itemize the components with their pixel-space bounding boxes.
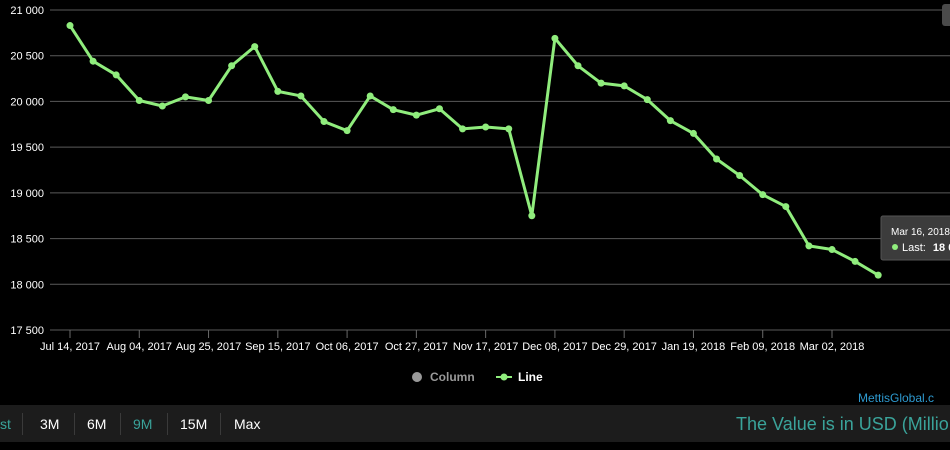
tooltip: Mar 16, 2018 Last: 18 0 xyxy=(880,215,950,261)
data-point[interactable] xyxy=(574,62,582,70)
data-point[interactable] xyxy=(782,203,790,211)
x-tick-label: Feb 09, 2018 xyxy=(730,341,795,353)
y-tick-label: 18 000 xyxy=(10,279,44,291)
y-tick-label: 18 500 xyxy=(10,234,44,246)
data-point[interactable] xyxy=(736,171,744,179)
data-point[interactable] xyxy=(66,22,74,30)
data-point[interactable] xyxy=(828,246,836,254)
x-tick-label: Dec 08, 2017 xyxy=(522,341,587,353)
legend-line-dot xyxy=(500,373,508,381)
range-button-max[interactable]: Max xyxy=(234,416,261,432)
tooltip-label: Last: xyxy=(902,242,926,254)
data-point[interactable] xyxy=(205,97,213,105)
legend-item-column[interactable]: Column xyxy=(412,370,475,384)
chart-menu-button[interactable] xyxy=(942,4,950,26)
data-point[interactable] xyxy=(297,92,305,100)
chart-credit[interactable]: MettisGlobal.c xyxy=(858,391,934,405)
data-point[interactable] xyxy=(805,242,813,250)
range-button-9m[interactable]: 9M xyxy=(133,416,153,432)
legend-line-label: Line xyxy=(518,370,543,384)
legend: Column Line xyxy=(412,370,543,384)
range-divider xyxy=(220,413,221,435)
data-point[interactable] xyxy=(366,92,374,100)
range-selector: st 3M 6M 9M 15M Max The Value is in USD … xyxy=(0,405,950,442)
x-tick-label: Nov 17, 2017 xyxy=(453,341,518,353)
data-point[interactable] xyxy=(251,43,259,51)
x-tick-label: Sep 15, 2017 xyxy=(245,341,310,353)
y-tick-label: 19 500 xyxy=(10,142,44,154)
data-point[interactable] xyxy=(620,82,628,90)
data-point[interactable] xyxy=(158,102,166,110)
data-point[interactable] xyxy=(505,125,513,133)
series-path xyxy=(68,24,879,277)
y-tick-label: 19 000 xyxy=(10,188,44,200)
tooltip-date: Mar 16, 2018 xyxy=(891,227,950,238)
range-divider xyxy=(22,413,23,435)
data-point[interactable] xyxy=(228,62,236,70)
x-tick-label: Mar 02, 2018 xyxy=(800,341,865,353)
x-tick-label: Jul 14, 2017 xyxy=(40,341,100,353)
x-tick-label: Dec 29, 2017 xyxy=(591,341,656,353)
range-button-15m[interactable]: 15M xyxy=(180,416,208,432)
data-point[interactable] xyxy=(274,87,282,95)
tooltip-value-line: Last: 18 0 xyxy=(902,242,950,254)
data-point[interactable] xyxy=(597,79,605,87)
range-divider xyxy=(74,413,75,435)
data-point[interactable] xyxy=(551,34,559,42)
x-tick-label: Aug 04, 2017 xyxy=(107,341,172,353)
data-point[interactable] xyxy=(343,127,351,135)
x-tick-label: Aug 25, 2017 xyxy=(176,341,241,353)
data-point[interactable] xyxy=(389,106,397,114)
y-tick-label: 21 000 xyxy=(10,5,44,17)
x-axis: Jul 14, 2017 Aug 04, 2017 Aug 25, 2017 Sep … xyxy=(40,330,864,353)
x-tick-label: Oct 27, 2017 xyxy=(385,341,448,353)
data-point[interactable] xyxy=(689,129,697,137)
x-tick-label: Oct 06, 2017 xyxy=(316,341,379,353)
data-point[interactable] xyxy=(89,57,97,65)
y-tick-label: 20 000 xyxy=(10,96,44,108)
range-divider xyxy=(120,413,121,435)
data-point[interactable] xyxy=(412,111,420,119)
range-button-6m[interactable]: 6M xyxy=(87,416,107,432)
x-tick-label: Jan 19, 2018 xyxy=(662,341,726,353)
tooltip-value: 18 0 xyxy=(933,242,950,254)
gridlines xyxy=(50,9,950,331)
data-point[interactable] xyxy=(643,96,651,104)
data-point[interactable] xyxy=(459,125,467,133)
series-line[interactable] xyxy=(66,22,882,279)
data-point[interactable] xyxy=(528,212,536,220)
value-unit-note: The Value is in USD (Millio xyxy=(736,414,949,434)
tooltip-series-marker xyxy=(892,244,898,250)
y-tick-label: 17 500 xyxy=(10,325,44,337)
y-tick-label: 20 500 xyxy=(10,51,44,63)
range-button-st[interactable]: st xyxy=(0,416,11,432)
data-point[interactable] xyxy=(112,71,120,79)
data-point[interactable] xyxy=(874,271,882,279)
legend-column-label: Column xyxy=(430,370,475,384)
data-point[interactable] xyxy=(320,118,328,126)
data-point[interactable] xyxy=(713,155,721,163)
data-point[interactable] xyxy=(851,257,859,265)
data-point[interactable] xyxy=(666,117,674,125)
data-point[interactable] xyxy=(135,97,143,105)
range-button-3m[interactable]: 3M xyxy=(40,416,60,432)
data-point[interactable] xyxy=(759,191,767,199)
data-point[interactable] xyxy=(435,105,443,113)
range-divider xyxy=(167,413,168,435)
data-point[interactable] xyxy=(181,93,189,101)
y-axis-ticks: 17 500 18 000 18 500 19 000 19 500 20 000 20 5… xyxy=(10,5,44,337)
data-point[interactable] xyxy=(482,123,490,131)
legend-column-dot xyxy=(412,372,422,382)
legend-item-line[interactable]: Line xyxy=(496,370,543,384)
